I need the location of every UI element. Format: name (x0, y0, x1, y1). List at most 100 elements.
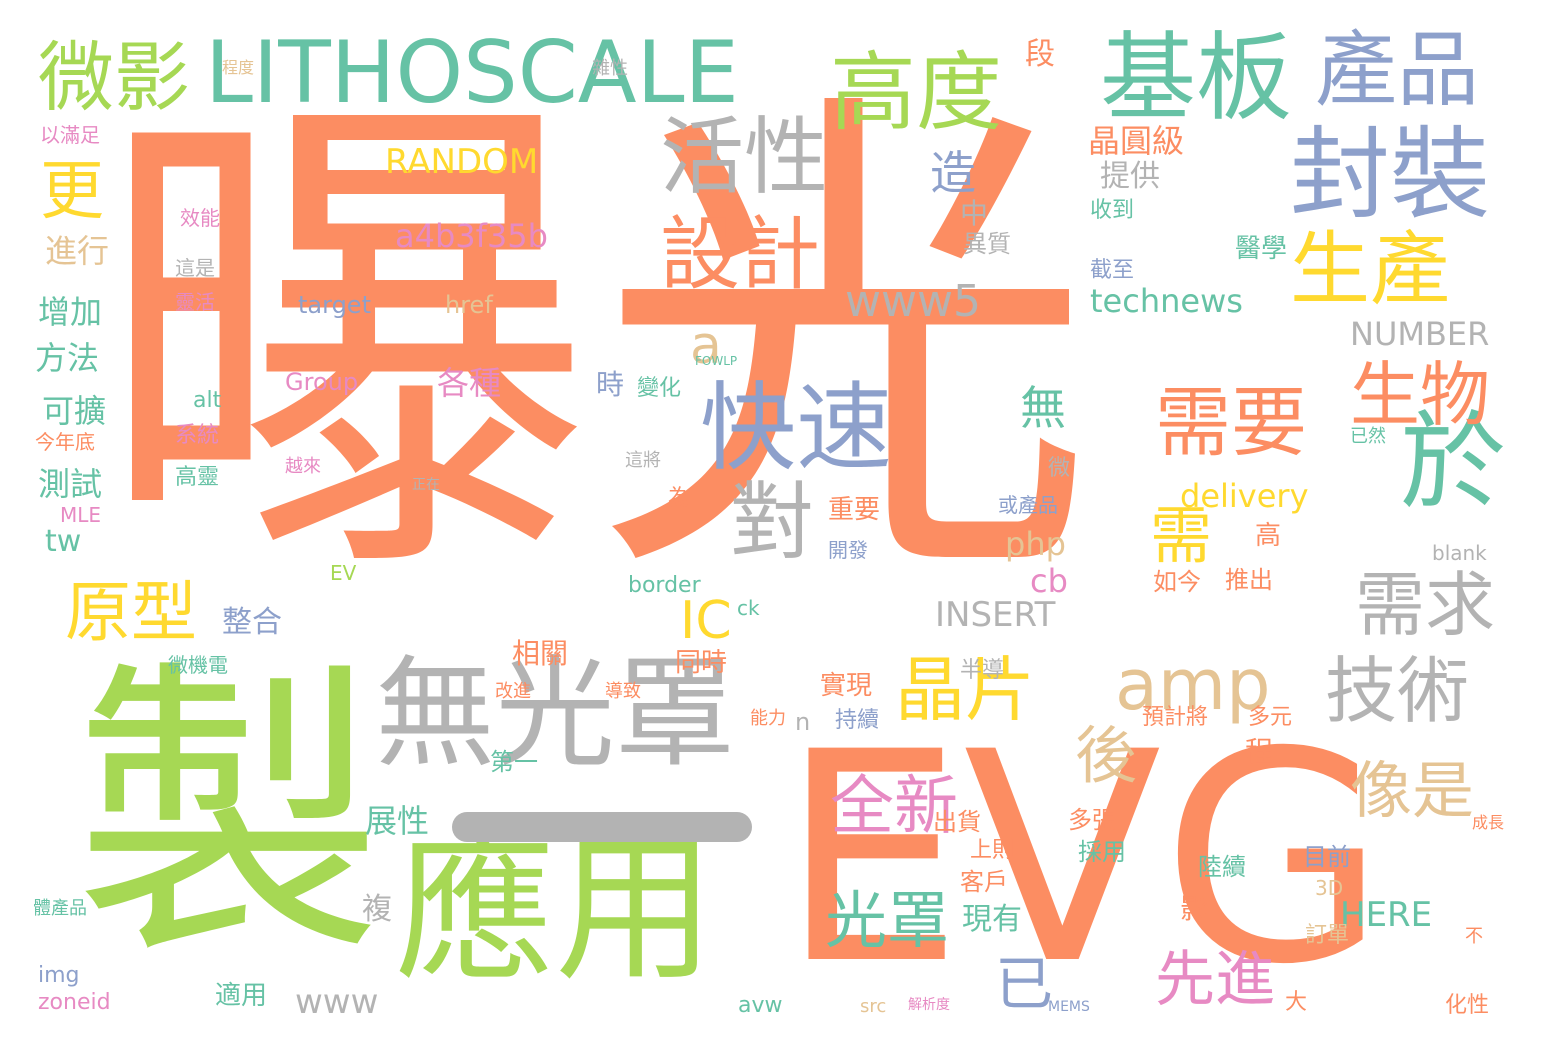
word: 訂單 (1305, 923, 1350, 948)
word: zoneid (38, 990, 111, 1015)
word: 高靈 (175, 465, 220, 490)
word: 效能 (180, 206, 220, 230)
word: 化性 (1445, 993, 1490, 1018)
word: 不 (1465, 926, 1483, 947)
word: EVG (780, 691, 1387, 1028)
word: src (860, 996, 887, 1017)
word: 光罩 (825, 884, 950, 957)
word: 增加 (38, 293, 103, 331)
word: 生物 (1350, 354, 1490, 436)
word: 微影 (38, 33, 190, 122)
word: 需 (1150, 499, 1213, 572)
word: 需求 (1355, 564, 1495, 646)
word: target (298, 291, 371, 319)
word: 收到 (1090, 198, 1135, 223)
word: 需要 (1155, 378, 1307, 467)
word: 能力 (750, 708, 786, 729)
word: img (38, 963, 80, 988)
word: 體產品 (33, 898, 87, 919)
word: 多元 (1248, 705, 1293, 730)
word: 採用 (1078, 838, 1126, 866)
word: 提供 (1100, 159, 1160, 194)
word: 活性 (660, 108, 829, 206)
word: RANDOM (385, 142, 539, 182)
word: 持續 (835, 708, 880, 733)
word: 晶圓級 (1088, 122, 1185, 160)
word: 更 (40, 155, 104, 229)
word: 可擴 (42, 392, 107, 430)
word: 晶片 (895, 649, 1035, 731)
word: 越來 (285, 456, 321, 477)
word: 複 (362, 892, 392, 927)
word: a (690, 316, 722, 376)
word: 現有 (962, 902, 1022, 937)
word: 後 (1075, 719, 1138, 792)
word: 為 (668, 486, 691, 511)
word: 應用 (395, 816, 716, 1003)
word: 高度 (830, 43, 1002, 143)
word: 程度 (222, 58, 255, 77)
word: 快速 (700, 372, 892, 484)
word: 陸續 (1198, 853, 1246, 881)
word: href (445, 291, 493, 319)
word: 預計將 (1142, 705, 1209, 730)
word: 多張 (1068, 806, 1116, 834)
word: 生產 (1290, 223, 1450, 316)
word: 實現 (820, 671, 873, 701)
word: 對 (730, 473, 815, 571)
word: 設計 (660, 208, 820, 301)
word: 已 (995, 950, 1054, 1018)
word: 適用 (215, 981, 268, 1011)
word: 靈活 (175, 290, 215, 314)
word: php (1005, 525, 1066, 563)
word: 大 (1285, 990, 1308, 1015)
word: 段 (1025, 37, 1055, 72)
word: 異質 (963, 230, 1011, 258)
word: 重要 (828, 495, 881, 525)
word: 高 (1255, 521, 1282, 551)
word: 全新 (830, 770, 958, 844)
word: 以滿足 (40, 123, 100, 147)
word: 展性 (365, 802, 430, 840)
word: 中 (960, 197, 989, 230)
word: 導致 (605, 681, 641, 702)
word: a4b3f35b (395, 217, 548, 255)
word: 同時 (675, 648, 728, 678)
word: 像是 (1350, 754, 1475, 827)
word: LITHOSCALE (205, 23, 739, 123)
word: EV (330, 561, 357, 585)
word: HERE (1340, 895, 1433, 935)
word: 基板 (1100, 22, 1292, 134)
word: 曝光 (95, 54, 1095, 636)
word: 先進 (1155, 945, 1275, 1015)
word: technews (1090, 282, 1243, 320)
word: amp (1115, 644, 1271, 726)
word: 推出 (1225, 566, 1273, 594)
word: 或產品 (998, 493, 1058, 517)
word: 今年底 (35, 430, 95, 454)
word: 微機電 (168, 653, 228, 677)
word: 原型 (65, 574, 197, 651)
word: 這將 (625, 450, 661, 471)
word: 正在 (412, 477, 440, 493)
word: INSERT (935, 595, 1056, 635)
word: 開發 (828, 538, 868, 562)
word: www5 (845, 276, 981, 327)
word: MEMS (1048, 999, 1090, 1015)
word: delivery (1180, 477, 1309, 515)
word: 製 (20, 650, 381, 960)
word: 截至 (1090, 258, 1135, 283)
word: 目前 (1303, 843, 1351, 871)
word: NUMBER (1350, 315, 1490, 353)
word: 微 (1048, 456, 1071, 481)
word: www (295, 982, 379, 1022)
word: 雜性 (592, 58, 628, 79)
word: 出貨 (933, 808, 981, 836)
word: 產品 (1315, 23, 1480, 118)
word: 醫學 (1235, 234, 1288, 264)
word: 於 (1400, 401, 1506, 524)
word: 封裝 (1290, 116, 1490, 233)
word: 技術 (1325, 649, 1470, 733)
word: MLE (60, 503, 102, 527)
divider-bar (452, 812, 752, 842)
